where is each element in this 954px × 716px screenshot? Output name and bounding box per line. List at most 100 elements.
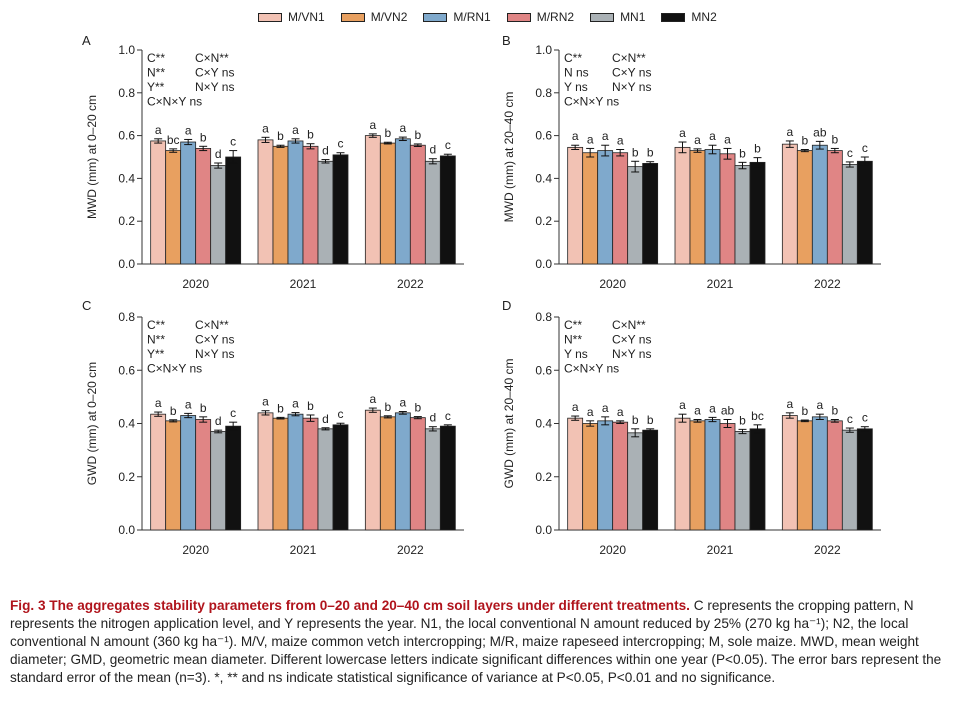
- legend-item: MN1: [590, 10, 645, 24]
- anova-annotation: C×N×Y ns: [564, 95, 619, 109]
- anova-annotation: N**: [564, 333, 582, 347]
- significance-letter: b: [801, 134, 808, 148]
- bar: [627, 166, 644, 265]
- significance-letter: a: [262, 395, 269, 409]
- y-tick-label: 0.2: [535, 470, 552, 484]
- x-tick-label: 2020: [182, 543, 209, 557]
- bar: [424, 160, 441, 265]
- x-tick-label: 2020: [599, 543, 626, 557]
- bar: [674, 146, 691, 265]
- x-tick-label: 2022: [397, 543, 424, 557]
- significance-letter: a: [292, 397, 299, 411]
- anova-annotation: C×N**: [612, 318, 646, 332]
- bar: [332, 424, 349, 531]
- significance-letter: b: [831, 404, 838, 418]
- significance-letter: a: [617, 405, 624, 419]
- significance-letter: c: [338, 407, 344, 421]
- y-tick-label: 0.6: [118, 129, 135, 143]
- bar: [379, 416, 396, 531]
- bar: [582, 423, 599, 531]
- y-tick-label: 0.8: [118, 86, 135, 100]
- bar: [332, 154, 349, 265]
- significance-letter: a: [369, 392, 376, 406]
- legend-item: M/VN1: [258, 10, 325, 24]
- legend-label: MN1: [620, 10, 646, 24]
- significance-letter: b: [384, 126, 391, 140]
- anova-annotation: Y**: [147, 347, 165, 361]
- y-axis-label: MWD (mm) at 0–20 cm: [85, 95, 99, 219]
- charts-figure: A 0.0 0.2 0.4 0.6 0.8 1.0 MWD (mm) at 0–20 cm 20…: [82, 33, 881, 557]
- significance-letter: a: [155, 396, 162, 410]
- bar: [796, 420, 813, 531]
- x-tick-label: 2020: [599, 277, 626, 291]
- anova-annotation: C×N×Y ns: [147, 95, 202, 109]
- significance-letter: bc: [751, 409, 764, 423]
- y-tick-label: 1.0: [118, 43, 135, 57]
- anova-annotation: N×Y ns: [612, 80, 651, 94]
- significance-letter: d: [215, 147, 222, 161]
- y-axis-label: MWD (mm) at 20–40 cm: [502, 92, 516, 223]
- significance-letter: c: [230, 406, 236, 420]
- significance-letter: a: [572, 400, 579, 414]
- y-tick-label: 0.8: [535, 310, 552, 324]
- y-tick-label: 0.0: [535, 523, 552, 537]
- x-tick-label: 2021: [707, 277, 734, 291]
- legend-swatch: [258, 12, 282, 22]
- significance-letter: d: [322, 144, 329, 158]
- y-axis-label: GWD (mm) at 0–20 cm: [85, 362, 99, 485]
- significance-letter: a: [572, 129, 579, 143]
- bar: [302, 417, 319, 531]
- legend-label: M/VN2: [370, 10, 408, 24]
- significance-letter: b: [647, 146, 654, 160]
- significance-letter: a: [185, 397, 192, 411]
- bar: [826, 420, 843, 531]
- significance-letter: a: [262, 121, 269, 135]
- caption-title: Fig. 3 The aggregates stability paramete…: [10, 598, 690, 613]
- anova-annotation: C×N×Y ns: [147, 362, 202, 376]
- bar: [856, 428, 873, 531]
- significance-letter: b: [170, 404, 177, 418]
- significance-letter: c: [445, 409, 451, 423]
- significance-letter: b: [414, 401, 421, 415]
- bar: [597, 420, 614, 531]
- anova-annotation: Y**: [147, 80, 165, 94]
- bar: [272, 145, 289, 265]
- anova-annotation: Y ns: [564, 347, 588, 361]
- bar: [364, 135, 381, 265]
- bar: [582, 152, 599, 265]
- significance-letter: b: [307, 128, 314, 142]
- x-tick-label: 2020: [182, 277, 209, 291]
- significance-letter: a: [679, 126, 686, 140]
- significance-letter: b: [632, 413, 639, 427]
- bar: [409, 144, 426, 265]
- y-tick-label: 0.0: [118, 523, 135, 537]
- significance-letter: ab: [813, 125, 827, 139]
- bar: [272, 417, 289, 531]
- significance-letter: c: [862, 411, 868, 425]
- bar: [781, 415, 798, 531]
- significance-letter: d: [322, 412, 329, 426]
- significance-letter: a: [587, 405, 594, 419]
- bar: [567, 417, 584, 531]
- significance-letter: a: [617, 134, 624, 148]
- significance-letter: d: [429, 411, 436, 425]
- significance-letter: b: [307, 399, 314, 413]
- legend-label: M/VN1: [288, 10, 325, 24]
- significance-letter: a: [399, 121, 406, 135]
- bar: [734, 165, 751, 265]
- bar: [689, 150, 706, 265]
- bar: [364, 409, 381, 531]
- y-axis-label: GWD (mm) at 20–40 cm: [502, 358, 516, 488]
- y-tick-label: 0.4: [535, 417, 552, 431]
- legend-swatch: [590, 12, 615, 22]
- significance-letter: c: [338, 137, 344, 151]
- significance-letter: b: [754, 142, 761, 156]
- legend-label: MN2: [691, 10, 717, 24]
- bar: [195, 419, 212, 531]
- anova-annotation: C×N**: [195, 318, 229, 332]
- chart-panel-c: C 0.0 0.2 0.4 0.6 0.8 GWD (mm) at 0–20 cm 2020 a…: [82, 298, 464, 557]
- chart-panel-d: D 0.0 0.2 0.4 0.6 0.8 GWD (mm) at 20–40 cm 2020…: [502, 298, 881, 557]
- significance-letter: a: [185, 123, 192, 137]
- significance-letter: a: [694, 133, 701, 147]
- bar: [841, 429, 858, 531]
